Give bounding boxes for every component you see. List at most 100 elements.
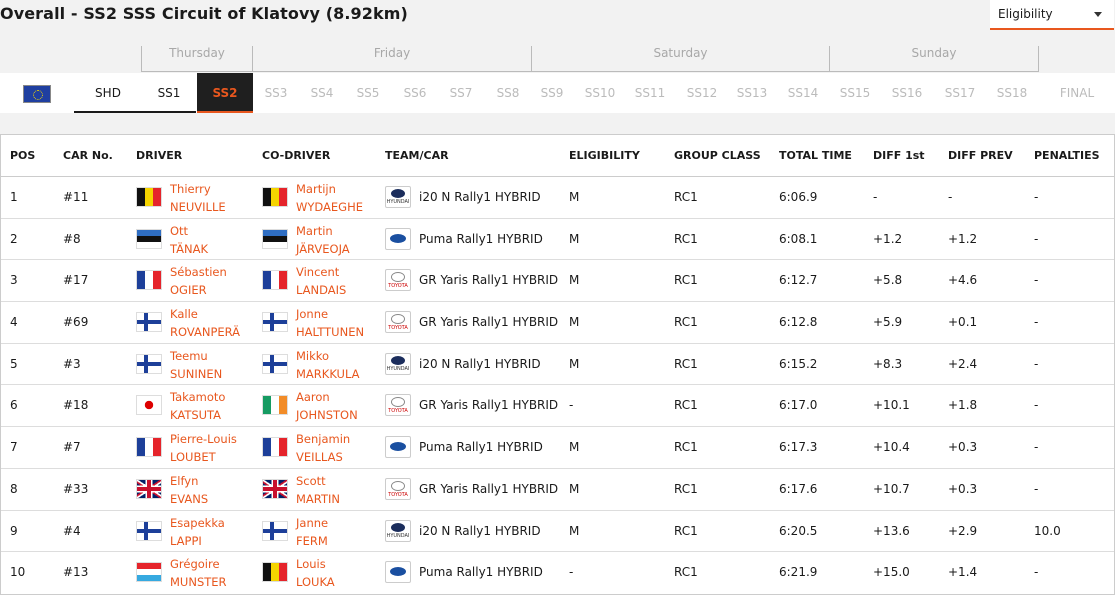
penalties-cell: - xyxy=(1034,315,1039,330)
tab-ss4[interactable]: SS4 xyxy=(310,86,334,100)
col-driver[interactable]: DRIVER xyxy=(136,149,183,162)
brand-logo-text: TOYOTA xyxy=(388,491,408,498)
driver-link[interactable]: Esapekka LAPPI xyxy=(170,514,225,550)
codriver-link[interactable]: Martijn WYDAEGHE xyxy=(296,180,363,216)
table-row[interactable]: 3 #17 Sébastien OGIER Vincent LANDAIS TO… xyxy=(1,260,1114,303)
codriver-link[interactable]: Aaron JOHNSTON xyxy=(296,388,358,424)
pos-cell: 6 xyxy=(10,398,18,413)
tab-ss7[interactable]: SS7 xyxy=(449,86,473,100)
brand-logo-text: TOYOTA xyxy=(388,408,408,415)
eligibility-cell: - xyxy=(569,398,574,413)
table-row[interactable]: 5 #3 Teemu SUNINEN Mikko MARKKULA HYUNDA… xyxy=(1,344,1114,386)
codriver-link[interactable]: Martin JÄRVEOJA xyxy=(296,222,350,258)
team-car-cell: i20 N Rally1 HYBRID xyxy=(419,190,541,204)
tab-ss10[interactable]: SS10 xyxy=(584,86,616,100)
total-time-cell: 6:08.1 xyxy=(779,231,818,246)
total-time-cell: 6:12.8 xyxy=(779,315,818,330)
driver-link[interactable]: Teemu SUNINEN xyxy=(170,347,222,383)
penalties-cell: - xyxy=(1034,190,1039,204)
table-row[interactable]: 7 #7 Pierre-Louis LOUBET Benjamin VEILLA… xyxy=(1,427,1114,469)
diff-prev-cell: +0.1 xyxy=(948,315,978,330)
table-row[interactable]: 9 #4 Esapekka LAPPI Janne FERM HYUNDAI i… xyxy=(1,511,1114,553)
tab-ss6[interactable]: SS6 xyxy=(403,86,427,100)
tab-ss14[interactable]: SS14 xyxy=(787,86,819,100)
team-car-cell: GR Yaris Rally1 HYBRID xyxy=(419,273,559,288)
diff-prev-cell: +0.3 xyxy=(948,440,978,455)
tab-ss17[interactable]: SS17 xyxy=(944,86,976,100)
eligibility-select-value: Eligibility xyxy=(998,7,1053,21)
driver-first-name: Pierre-Louis xyxy=(170,432,237,447)
table-row[interactable]: 6 #18 Takamoto KATSUTA Aaron JOHNSTON TO… xyxy=(1,385,1114,428)
tab-ss5[interactable]: SS5 xyxy=(356,86,380,100)
tab-ss18[interactable]: SS18 xyxy=(996,86,1028,100)
tab-final[interactable]: FINAL xyxy=(1059,86,1095,100)
driver-last-name: ROVANPERÄ xyxy=(170,325,241,340)
penalties-cell: 10.0 xyxy=(1034,523,1061,538)
col-diff1[interactable]: DIFF 1st xyxy=(873,149,925,162)
penalties-cell: - xyxy=(1034,231,1039,246)
tab-ss2[interactable]: SS2 xyxy=(197,73,253,113)
results-table: POS CAR No. DRIVER CO-DRIVER TEAM/CAR EL… xyxy=(0,134,1115,595)
col-car[interactable]: CAR No. xyxy=(63,149,113,162)
table-row[interactable]: 8 #33 Elfyn EVANS Scott MARTIN TOYOTA GR… xyxy=(1,469,1114,511)
col-penalties[interactable]: PENALTIES xyxy=(1034,149,1100,162)
codriver-link[interactable]: Louis LOUKA xyxy=(296,555,335,591)
codriver-link[interactable]: Vincent LANDAIS xyxy=(296,263,346,299)
eu-flag-icon xyxy=(23,85,51,103)
codriver-link[interactable]: Janne FERM xyxy=(296,514,328,550)
codriver-link[interactable]: Benjamin VEILLAS xyxy=(296,430,350,466)
eligibility-cell: M xyxy=(569,315,580,330)
tab-ss12[interactable]: SS12 xyxy=(686,86,718,100)
driver-link[interactable]: Pierre-Louis LOUBET xyxy=(170,430,237,466)
driver-link[interactable]: Ott TÄNAK xyxy=(170,222,208,258)
tab-ss8[interactable]: SS8 xyxy=(496,86,520,100)
total-time-cell: 6:17.3 xyxy=(779,440,818,455)
driver-link[interactable]: Elfyn EVANS xyxy=(170,472,208,508)
col-codriver[interactable]: CO-DRIVER xyxy=(262,149,331,162)
tab-ss1[interactable]: SS1 xyxy=(142,73,196,113)
tab-ss15[interactable]: SS15 xyxy=(839,86,871,100)
codriver-link[interactable]: Mikko MARKKULA xyxy=(296,347,360,383)
car-number-cell: #3 xyxy=(63,356,81,371)
col-eligibility[interactable]: ELIGIBILITY xyxy=(569,149,640,162)
table-row[interactable]: 4 #69 Kalle ROVANPERÄ Jonne HALTTUNEN TO… xyxy=(1,302,1114,344)
pos-cell: 2 xyxy=(10,231,18,246)
tab-ss9[interactable]: SS9 xyxy=(540,86,564,100)
col-team[interactable]: TEAM/CAR xyxy=(385,149,449,162)
car-number-cell: #13 xyxy=(63,565,89,580)
driver-link[interactable]: Thierry NEUVILLE xyxy=(170,180,226,216)
col-total[interactable]: TOTAL TIME xyxy=(779,149,852,162)
codriver-link[interactable]: Scott MARTIN xyxy=(296,472,340,508)
table-body: 1 #11 Thierry NEUVILLE Martijn WYDAEGHE … xyxy=(1,177,1114,594)
col-group[interactable]: GROUP CLASS xyxy=(674,149,761,162)
tab-ss11[interactable]: SS11 xyxy=(634,86,666,100)
table-row[interactable]: 10 #13 Grégoire MUNSTER Louis LOUKA Puma… xyxy=(1,552,1114,594)
tab-ss3[interactable]: SS3 xyxy=(264,86,288,100)
tab-ss13[interactable]: SS13 xyxy=(736,86,768,100)
codriver-link[interactable]: Jonne HALTTUNEN xyxy=(296,305,364,341)
group-class-cell: RC1 xyxy=(674,315,698,330)
table-row[interactable]: 2 #8 Ott TÄNAK Martin JÄRVEOJA Puma Rall… xyxy=(1,219,1114,261)
driver-last-name: TÄNAK xyxy=(170,241,209,256)
table-row[interactable]: 1 #11 Thierry NEUVILLE Martijn WYDAEGHE … xyxy=(1,177,1114,219)
tab-ss16[interactable]: SS16 xyxy=(891,86,923,100)
driver-link[interactable]: Takamoto KATSUTA xyxy=(170,388,225,424)
pos-cell: 9 xyxy=(10,523,18,538)
pos-cell: 5 xyxy=(10,356,18,371)
finland-flag-icon xyxy=(262,312,288,333)
codriver-first-name: Benjamin xyxy=(296,432,351,447)
eligibility-select[interactable]: Eligibility xyxy=(990,0,1114,30)
estonia-flag-icon xyxy=(136,228,162,249)
driver-link[interactable]: Kalle ROVANPERÄ xyxy=(170,305,240,341)
driver-link[interactable]: Grégoire MUNSTER xyxy=(170,555,227,591)
tab-shd[interactable]: SHD xyxy=(74,73,142,113)
penalties-cell: - xyxy=(1034,398,1039,413)
page-title: Overall - SS2 SSS Circuit of Klatovy (8.… xyxy=(0,4,408,23)
diff-first-cell: - xyxy=(873,190,878,204)
col-pos[interactable]: POS xyxy=(10,149,36,162)
col-diffprev[interactable]: DIFF PREV xyxy=(948,149,1013,162)
driver-link[interactable]: Sébastien OGIER xyxy=(170,263,227,299)
car-number-cell: #69 xyxy=(63,315,89,330)
hyundai-logo-icon: HYUNDAI xyxy=(385,186,411,208)
codriver-last-name: HALTTUNEN xyxy=(296,325,365,340)
